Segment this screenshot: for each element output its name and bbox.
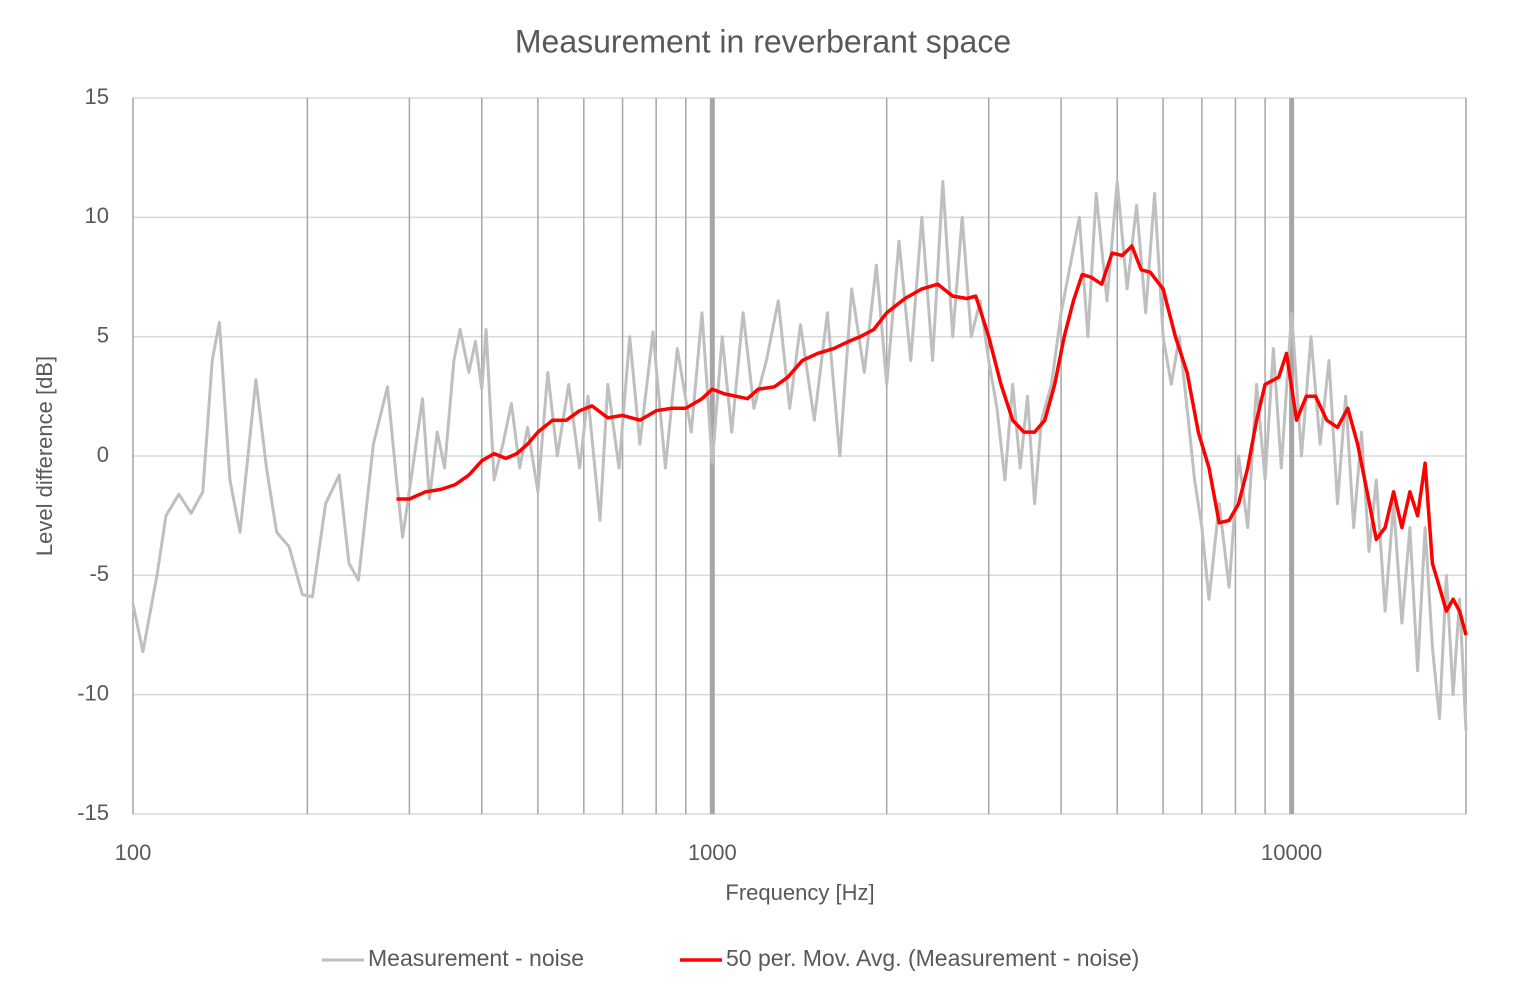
y-tick-label: -15 — [77, 800, 109, 825]
y-tick-label: 15 — [85, 84, 109, 109]
y-tick-label: 5 — [97, 322, 109, 347]
x-tick-label: 1000 — [688, 840, 737, 865]
series-line — [396, 244, 1468, 636]
x-tick-label: 10000 — [1261, 840, 1322, 865]
x-axis-title: Frequency [Hz] — [725, 880, 874, 905]
series-line — [131, 180, 1468, 731]
y-axis-title: Level difference [dB] — [32, 356, 57, 556]
y-tick-label: 10 — [85, 203, 109, 228]
legend-label: 50 per. Mov. Avg. (Measurement - noise) — [726, 945, 1139, 971]
y-tick-label: -10 — [77, 680, 109, 705]
legend-label: Measurement - noise — [368, 945, 584, 971]
chart-title: Measurement in reverberant space — [515, 23, 1011, 59]
y-tick-label: -5 — [89, 561, 109, 586]
y-tick-label: 0 — [97, 442, 109, 467]
x-tick-label: 100 — [115, 840, 152, 865]
